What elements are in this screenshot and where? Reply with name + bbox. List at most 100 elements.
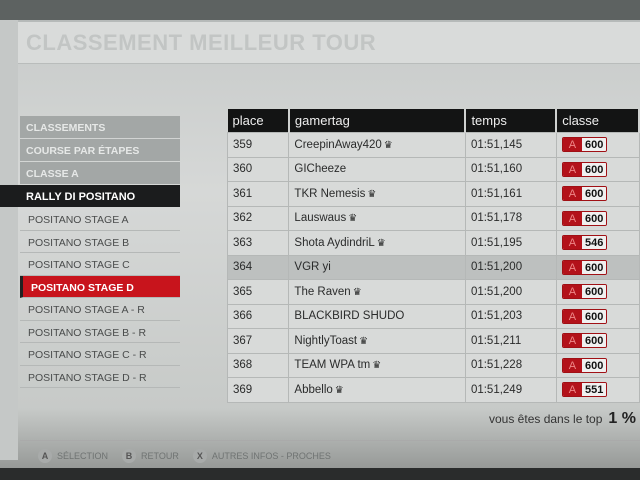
- class-badge: A 600: [561, 210, 608, 226]
- place-cell: 364: [226, 254, 290, 280]
- class-badge: A 551: [561, 382, 608, 398]
- place-cell: 369: [226, 377, 290, 403]
- gamertag-cell: Abbello ♛: [288, 377, 466, 403]
- time-cell: 01:51,249: [464, 377, 557, 403]
- screen-top-edge: [0, 0, 640, 20]
- crown-icon: ♛: [334, 384, 344, 396]
- leaderboard-menu: CLASSEMENTS COURSE PAR ÉTAPES CLASSE A RALL…: [0, 116, 180, 388]
- page-title: CLASSEMENT MEILLEUR TOUR: [26, 30, 377, 55]
- class-badge: A 600: [561, 137, 608, 153]
- class-letter: A: [562, 309, 583, 323]
- menu-header-4[interactable]: RALLY DI POSITANO: [0, 185, 180, 207]
- menu-header-3[interactable]: CLASSE A: [20, 162, 180, 184]
- table-row[interactable]: 363 Shota AydindriL ♛ 01:51,195 A 546: [226, 230, 640, 256]
- class-letter: A: [562, 285, 583, 299]
- menu-header-1[interactable]: CLASSEMENTS: [20, 116, 180, 138]
- class-cell: A 600: [555, 181, 640, 207]
- table-row[interactable]: 364 VGR yi 01:51,200 A 600: [226, 254, 640, 280]
- class-letter: A: [562, 383, 583, 397]
- class-letter: A: [562, 334, 583, 348]
- gamertag: Lauswaus: [294, 212, 347, 225]
- class-cell: A 546: [555, 230, 640, 256]
- hint-label: AUTRES INFOS - PROCHES: [211, 450, 331, 461]
- menu-item-stage[interactable]: POSITANO STAGE A: [20, 208, 180, 231]
- menu-item-stage[interactable]: POSITANO STAGE D - R: [20, 366, 180, 388]
- menu-item-stage[interactable]: POSITANO STAGE B: [20, 231, 180, 253]
- time-cell: 01:51,203: [464, 303, 557, 329]
- menu-header-2[interactable]: COURSE PAR ÉTAPES: [20, 139, 180, 161]
- class-cell: A 600: [555, 156, 640, 182]
- place-cell: 361: [226, 181, 290, 207]
- class-badge: A 600: [561, 284, 608, 300]
- time-cell: 01:51,161: [464, 181, 557, 207]
- crown-icon: ♛: [359, 335, 369, 347]
- performance-index: 600: [582, 187, 607, 201]
- class-cell: A 600: [555, 132, 640, 158]
- class-letter: A: [562, 358, 583, 372]
- performance-index: 600: [582, 309, 607, 323]
- table-row[interactable]: 366 BLACKBIRD SHUDO 01:51,203 A 600: [226, 303, 640, 329]
- place-cell: 367: [226, 328, 290, 354]
- class-badge: A 546: [561, 235, 608, 251]
- crown-icon: ♛: [372, 360, 382, 372]
- place-cell: 365: [226, 279, 290, 305]
- place-cell: 363: [226, 230, 290, 256]
- hint-x-button[interactable]: X AUTRES INFOS - PROCHES: [192, 448, 331, 463]
- place-cell: 362: [226, 205, 290, 231]
- class-letter: A: [562, 162, 583, 176]
- class-cell: A 600: [555, 205, 640, 231]
- gamertag-cell: TKR Nemesis ♛: [288, 181, 466, 207]
- menu-item-stage[interactable]: POSITANO STAGE C: [20, 253, 180, 276]
- class-badge: A 600: [561, 161, 608, 177]
- gamertag-cell: The Raven ♛: [288, 279, 466, 305]
- table-row[interactable]: 368 TEAM WPA tm ♛ 01:51,228 A 600: [226, 352, 640, 378]
- table-row[interactable]: 365 The Raven ♛ 01:51,200 A 600: [226, 279, 640, 305]
- place-cell: 359: [226, 132, 290, 158]
- menu-item-stage[interactable]: POSITANO STAGE D: [20, 275, 180, 298]
- table-row[interactable]: 369 Abbello ♛ 01:51,249 A 551: [226, 377, 640, 403]
- table-row[interactable]: 361 TKR Nemesis ♛ 01:51,161 A 600: [226, 181, 640, 207]
- menu-item-stage[interactable]: POSITANO STAGE A - R: [20, 298, 180, 321]
- class-badge: A 600: [561, 333, 608, 349]
- class-cell: A 600: [555, 303, 640, 329]
- class-cell: A 600: [555, 254, 640, 280]
- gamertag: CreepinAway420: [294, 138, 382, 151]
- gamertag-cell: Lauswaus ♛: [288, 205, 466, 231]
- table-row[interactable]: 359 CreepinAway420 ♛ 01:51,145 A 600: [226, 132, 640, 158]
- column-header-place: place: [227, 109, 290, 133]
- place-cell: 366: [226, 303, 290, 329]
- performance-index: 600: [582, 358, 607, 372]
- table-header: place gamertag temps classe: [227, 109, 640, 133]
- table-row[interactable]: 360 GICheeze 01:51,160 A 600: [226, 156, 640, 182]
- hint-label: RETOUR: [141, 450, 179, 461]
- gamertag: Abbello: [294, 383, 333, 396]
- gamertag: GICheeze: [294, 163, 347, 176]
- table-row[interactable]: 362 Lauswaus ♛ 01:51,178 A 600: [226, 205, 640, 231]
- crown-icon: ♛: [376, 237, 386, 249]
- hint-b-button[interactable]: B RETOUR: [122, 448, 179, 463]
- class-letter: A: [562, 138, 583, 152]
- gamertag-cell: NightlyToast ♛: [288, 328, 466, 354]
- menu-item-stage[interactable]: POSITANO STAGE C - R: [20, 343, 180, 366]
- class-badge: A 600: [561, 357, 608, 373]
- time-cell: 01:51,195: [464, 230, 557, 256]
- performance-index: 600: [582, 138, 607, 152]
- class-letter: A: [562, 211, 583, 225]
- gamertag-cell: GICheeze: [288, 156, 466, 182]
- crown-icon: ♛: [352, 286, 362, 298]
- gamertag: BLACKBIRD SHUDO: [294, 310, 405, 323]
- class-cell: A 600: [555, 352, 640, 378]
- performance-index: 600: [582, 334, 607, 348]
- table-row[interactable]: 367 NightlyToast ♛ 01:51,211 A 600: [226, 328, 640, 354]
- hint-a-button[interactable]: A SÉLECTION: [38, 448, 108, 463]
- time-cell: 01:51,178: [464, 205, 557, 231]
- gamertag: TKR Nemesis: [294, 187, 366, 200]
- class-badge: A 600: [561, 186, 608, 202]
- crown-icon: ♛: [367, 188, 377, 200]
- place-cell: 360: [226, 156, 290, 182]
- menu-item-stage[interactable]: POSITANO STAGE B - R: [20, 321, 180, 343]
- column-header-classe: classe: [556, 109, 640, 133]
- gamertag: VGR yi: [294, 261, 331, 274]
- time-cell: 01:51,145: [464, 132, 557, 158]
- performance-index: 551: [582, 383, 607, 397]
